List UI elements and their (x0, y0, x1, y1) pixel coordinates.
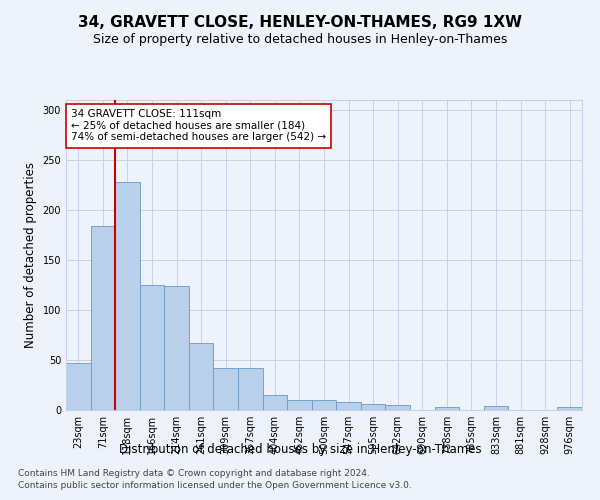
Text: Contains HM Land Registry data © Crown copyright and database right 2024.: Contains HM Land Registry data © Crown c… (18, 468, 370, 477)
Bar (164, 286, 189, 410)
Y-axis label: Number of detached properties: Number of detached properties (24, 162, 37, 348)
Bar (115, 182, 140, 410)
Text: 34 GRAVETT CLOSE: 111sqm
← 25% of detached houses are smaller (184)
74% of semi-: 34 GRAVETT CLOSE: 111sqm ← 25% of detach… (71, 110, 326, 142)
Bar (385, 405, 410, 410)
Bar (434, 407, 459, 410)
Text: Size of property relative to detached houses in Henley-on-Thames: Size of property relative to detached ho… (93, 32, 507, 46)
Bar (140, 285, 164, 410)
Bar (238, 368, 263, 410)
Bar (189, 343, 214, 410)
Bar (214, 368, 238, 410)
Bar (484, 406, 508, 410)
Bar (361, 404, 385, 410)
Bar (336, 402, 361, 410)
Bar (66, 363, 91, 410)
Text: Distribution of detached houses by size in Henley-on-Thames: Distribution of detached houses by size … (119, 442, 481, 456)
Bar (91, 226, 115, 410)
Bar (287, 400, 312, 410)
Bar (557, 407, 582, 410)
Bar (263, 395, 287, 410)
Text: Contains public sector information licensed under the Open Government Licence v3: Contains public sector information licen… (18, 481, 412, 490)
Bar (312, 400, 336, 410)
Text: 34, GRAVETT CLOSE, HENLEY-ON-THAMES, RG9 1XW: 34, GRAVETT CLOSE, HENLEY-ON-THAMES, RG9… (78, 15, 522, 30)
